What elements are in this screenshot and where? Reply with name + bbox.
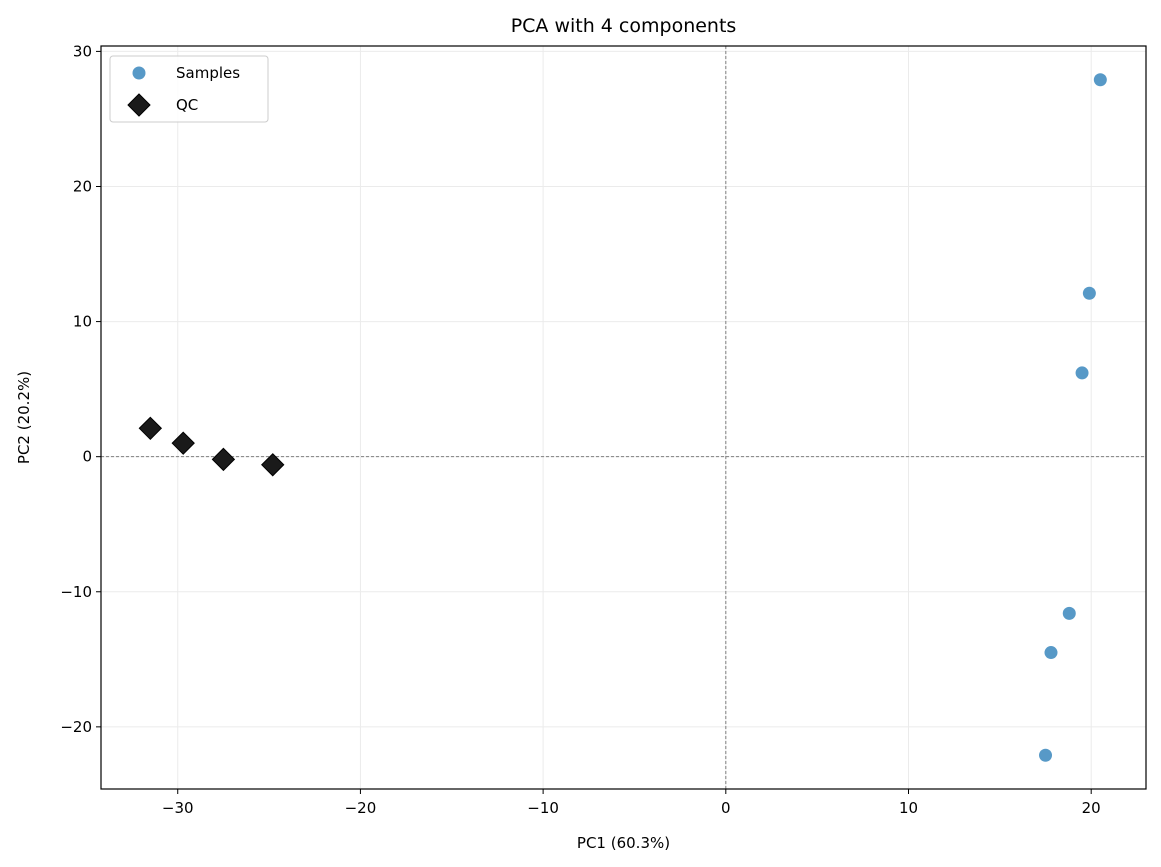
x-tick-label: 20: [1082, 799, 1101, 817]
y-tick-label: 0: [82, 448, 92, 466]
x-axis-label: PC1 (60.3%): [577, 834, 670, 852]
reference-lines: [101, 46, 1146, 789]
legend: Samples QC: [109, 55, 269, 123]
legend-marker-qc: [127, 93, 151, 117]
y-tick-label: −20: [60, 718, 92, 736]
samples-point: [1075, 366, 1089, 380]
axis-ticks: −30 −20 −10 0 10 20 −20 −10 0 10 20 30: [60, 42, 1100, 817]
y-axis-label: PC2 (20.2%): [15, 371, 33, 464]
samples-point: [1062, 606, 1076, 620]
x-tick-label: 0: [721, 799, 731, 817]
samples-point: [1082, 286, 1096, 300]
x-tick-label: −30: [162, 799, 194, 817]
qc-point: [171, 431, 195, 455]
y-tick-label: −10: [60, 583, 92, 601]
chart-title: PCA with 4 components: [511, 15, 737, 37]
y-tick-label: 30: [73, 42, 92, 60]
y-tick-label: 20: [73, 177, 92, 195]
qc-point: [138, 416, 163, 441]
x-tick-label: −20: [345, 799, 377, 817]
qc-point: [211, 447, 236, 472]
samples-point: [1093, 73, 1107, 87]
samples-point: [1039, 748, 1053, 762]
data-points: [138, 73, 1107, 762]
x-tick-label: 10: [899, 799, 918, 817]
legend-label-qc: QC: [176, 96, 198, 114]
x-tick-label: −10: [527, 799, 559, 817]
legend-marker-samples: [132, 66, 146, 80]
qc-point: [261, 453, 285, 477]
y-tick-label: 10: [73, 313, 92, 331]
plot-frame: [100, 45, 1147, 790]
legend-label-samples: Samples: [176, 64, 240, 82]
samples-point: [1044, 646, 1058, 660]
